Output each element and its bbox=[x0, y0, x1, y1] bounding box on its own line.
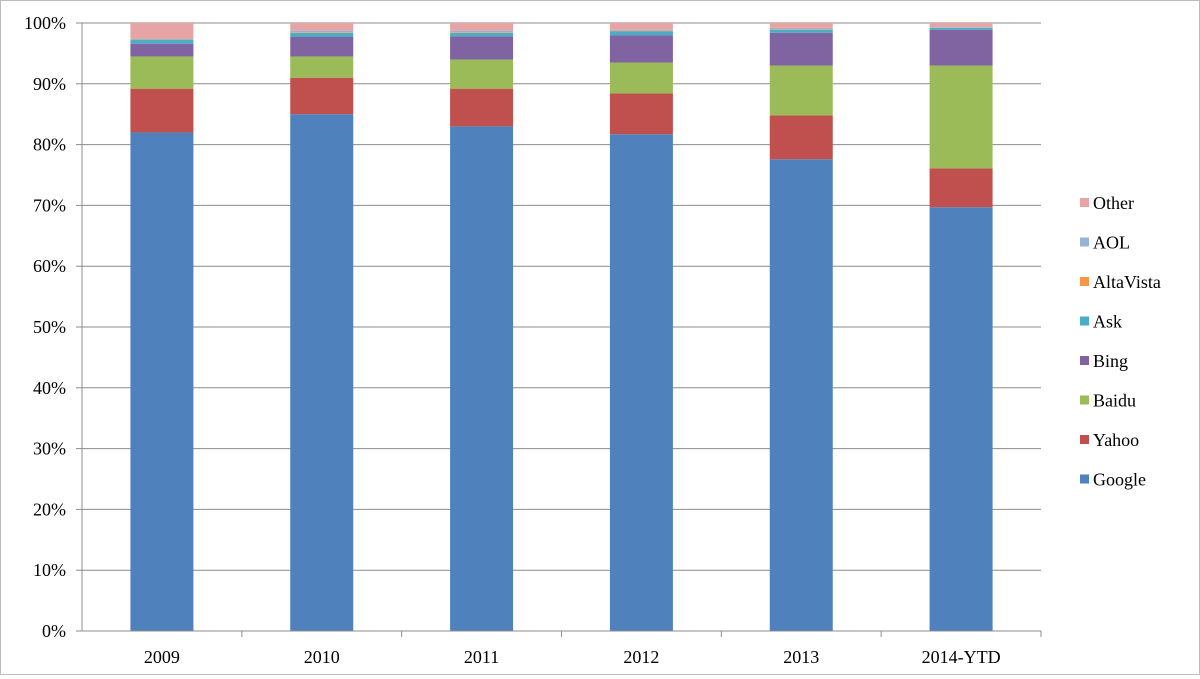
legend-swatch-aol bbox=[1080, 237, 1089, 247]
gridlines bbox=[82, 22, 1041, 571]
legend-label-other: Other bbox=[1093, 193, 1134, 213]
y-tick-label: 50% bbox=[33, 317, 66, 337]
axes bbox=[76, 22, 1042, 637]
bar-segment-baidu-2011 bbox=[450, 59, 514, 89]
bar-segment-yahoo-2013 bbox=[769, 115, 833, 160]
x-tick-label: 2010 bbox=[304, 647, 340, 667]
bar-segment-yahoo-2009 bbox=[130, 88, 194, 133]
x-tick-label: 2011 bbox=[464, 647, 499, 667]
bar-segment-aol-2010 bbox=[290, 30, 354, 33]
legend-label-google: Google bbox=[1093, 470, 1146, 490]
bar-segment-yahoo-2010 bbox=[290, 77, 354, 115]
bar-segment-other-2010 bbox=[290, 23, 354, 31]
y-tick-label: 20% bbox=[33, 499, 66, 519]
bar-segment-baidu-2009 bbox=[130, 56, 194, 89]
legend: Other AOL AltaVista Ask Bing Baidu Yahoo Google bbox=[1080, 193, 1161, 490]
bar-segment-aol-2011 bbox=[450, 30, 514, 33]
bar-segment-altavista-2010 bbox=[290, 32, 354, 33]
y-tick-label: 30% bbox=[33, 439, 66, 459]
bars bbox=[130, 23, 993, 632]
x-tick-labels: 2009 2010 2011 2012 2013 2014-YTD bbox=[144, 647, 1001, 667]
bar-segment-baidu-2013 bbox=[769, 65, 833, 116]
bar-segment-yahoo-2014-ytd bbox=[929, 168, 993, 208]
bar-segment-ask-2012 bbox=[609, 31, 673, 36]
bar-segment-altavista-2013 bbox=[769, 29, 833, 30]
bar-segment-google-2011 bbox=[450, 126, 514, 632]
bar-segment-google-2012 bbox=[609, 134, 673, 632]
bar-segment-baidu-2012 bbox=[609, 62, 673, 94]
bar-segment-google-2013 bbox=[769, 159, 833, 631]
bar-segment-yahoo-2012 bbox=[609, 93, 673, 135]
bar-segment-ask-2011 bbox=[450, 32, 514, 37]
bar-segment-altavista-2012 bbox=[609, 30, 673, 32]
y-tick-label: 90% bbox=[33, 74, 66, 94]
bar-segment-bing-2012 bbox=[609, 35, 673, 63]
legend-label-altavista: AltaVista bbox=[1093, 272, 1161, 292]
legend-swatch-yahoo bbox=[1080, 435, 1089, 444]
bar-segment-bing-2010 bbox=[290, 36, 354, 57]
legend-swatch-ask bbox=[1080, 316, 1089, 326]
bar-segment-google-2010 bbox=[290, 114, 354, 631]
y-tick-label: 70% bbox=[33, 195, 66, 215]
y-tick-label: 60% bbox=[33, 256, 66, 276]
bar-segment-other-2014-ytd bbox=[929, 23, 993, 28]
y-tick-label: 40% bbox=[33, 378, 66, 398]
legend-label-baidu: Baidu bbox=[1093, 391, 1136, 411]
bar-segment-bing-2014-ytd bbox=[929, 29, 993, 66]
bar-segment-aol-2012 bbox=[609, 29, 673, 31]
bar-segment-ask-2013 bbox=[769, 29, 833, 33]
y-tick-label: 80% bbox=[33, 135, 66, 155]
bar-segment-bing-2013 bbox=[769, 32, 833, 66]
bar-segment-baidu-2014-ytd bbox=[929, 65, 993, 169]
bar-segment-baidu-2010 bbox=[290, 56, 354, 78]
legend-swatch-baidu bbox=[1080, 395, 1089, 405]
legend-swatch-altavista bbox=[1080, 277, 1089, 286]
bar-segment-google-2014-ytd bbox=[929, 207, 993, 631]
legend-swatch-bing bbox=[1080, 356, 1089, 365]
y-tick-labels: 0% 10% 20% 30% 40% 50% 60% 70% 80% 90% 100% bbox=[24, 13, 66, 641]
y-tick-label: 100% bbox=[24, 13, 66, 33]
bar-segment-google-2009 bbox=[130, 132, 194, 631]
bar-segment-altavista-2009 bbox=[130, 39, 194, 41]
bar-segment-other-2013 bbox=[769, 23, 833, 28]
bar-segment-altavista-2011 bbox=[450, 32, 514, 33]
bar-segment-ask-2014-ytd bbox=[929, 27, 993, 30]
bar-segment-other-2011 bbox=[450, 23, 514, 31]
y-tick-label: 10% bbox=[33, 560, 66, 580]
bar-segment-aol-2013 bbox=[769, 27, 833, 30]
legend-label-aol: AOL bbox=[1093, 233, 1130, 253]
bar-segment-ask-2009 bbox=[130, 40, 194, 44]
bar-segment-other-2012 bbox=[609, 23, 673, 30]
bar-segment-bing-2011 bbox=[450, 36, 514, 60]
legend-label-yahoo: Yahoo bbox=[1093, 430, 1139, 450]
legend-label-ask: Ask bbox=[1093, 312, 1122, 332]
legend-swatch-google bbox=[1080, 474, 1089, 484]
bar-segment-aol-2009 bbox=[130, 38, 194, 40]
bar-segment-other-2009 bbox=[130, 23, 194, 39]
x-tick-label: 2012 bbox=[623, 647, 659, 667]
legend-swatch-other bbox=[1080, 198, 1089, 207]
bar-segment-aol-2014-ytd bbox=[929, 27, 993, 28]
x-tick-label: 2009 bbox=[144, 647, 180, 667]
legend-label-bing: Bing bbox=[1093, 351, 1128, 371]
bar-segment-yahoo-2011 bbox=[450, 88, 514, 127]
x-tick-label: 2014-YTD bbox=[922, 647, 1001, 667]
y-tick-label: 0% bbox=[42, 621, 66, 641]
bar-segment-ask-2010 bbox=[290, 32, 354, 37]
x-tick-label: 2013 bbox=[783, 647, 819, 667]
bar-segment-bing-2009 bbox=[130, 43, 194, 57]
